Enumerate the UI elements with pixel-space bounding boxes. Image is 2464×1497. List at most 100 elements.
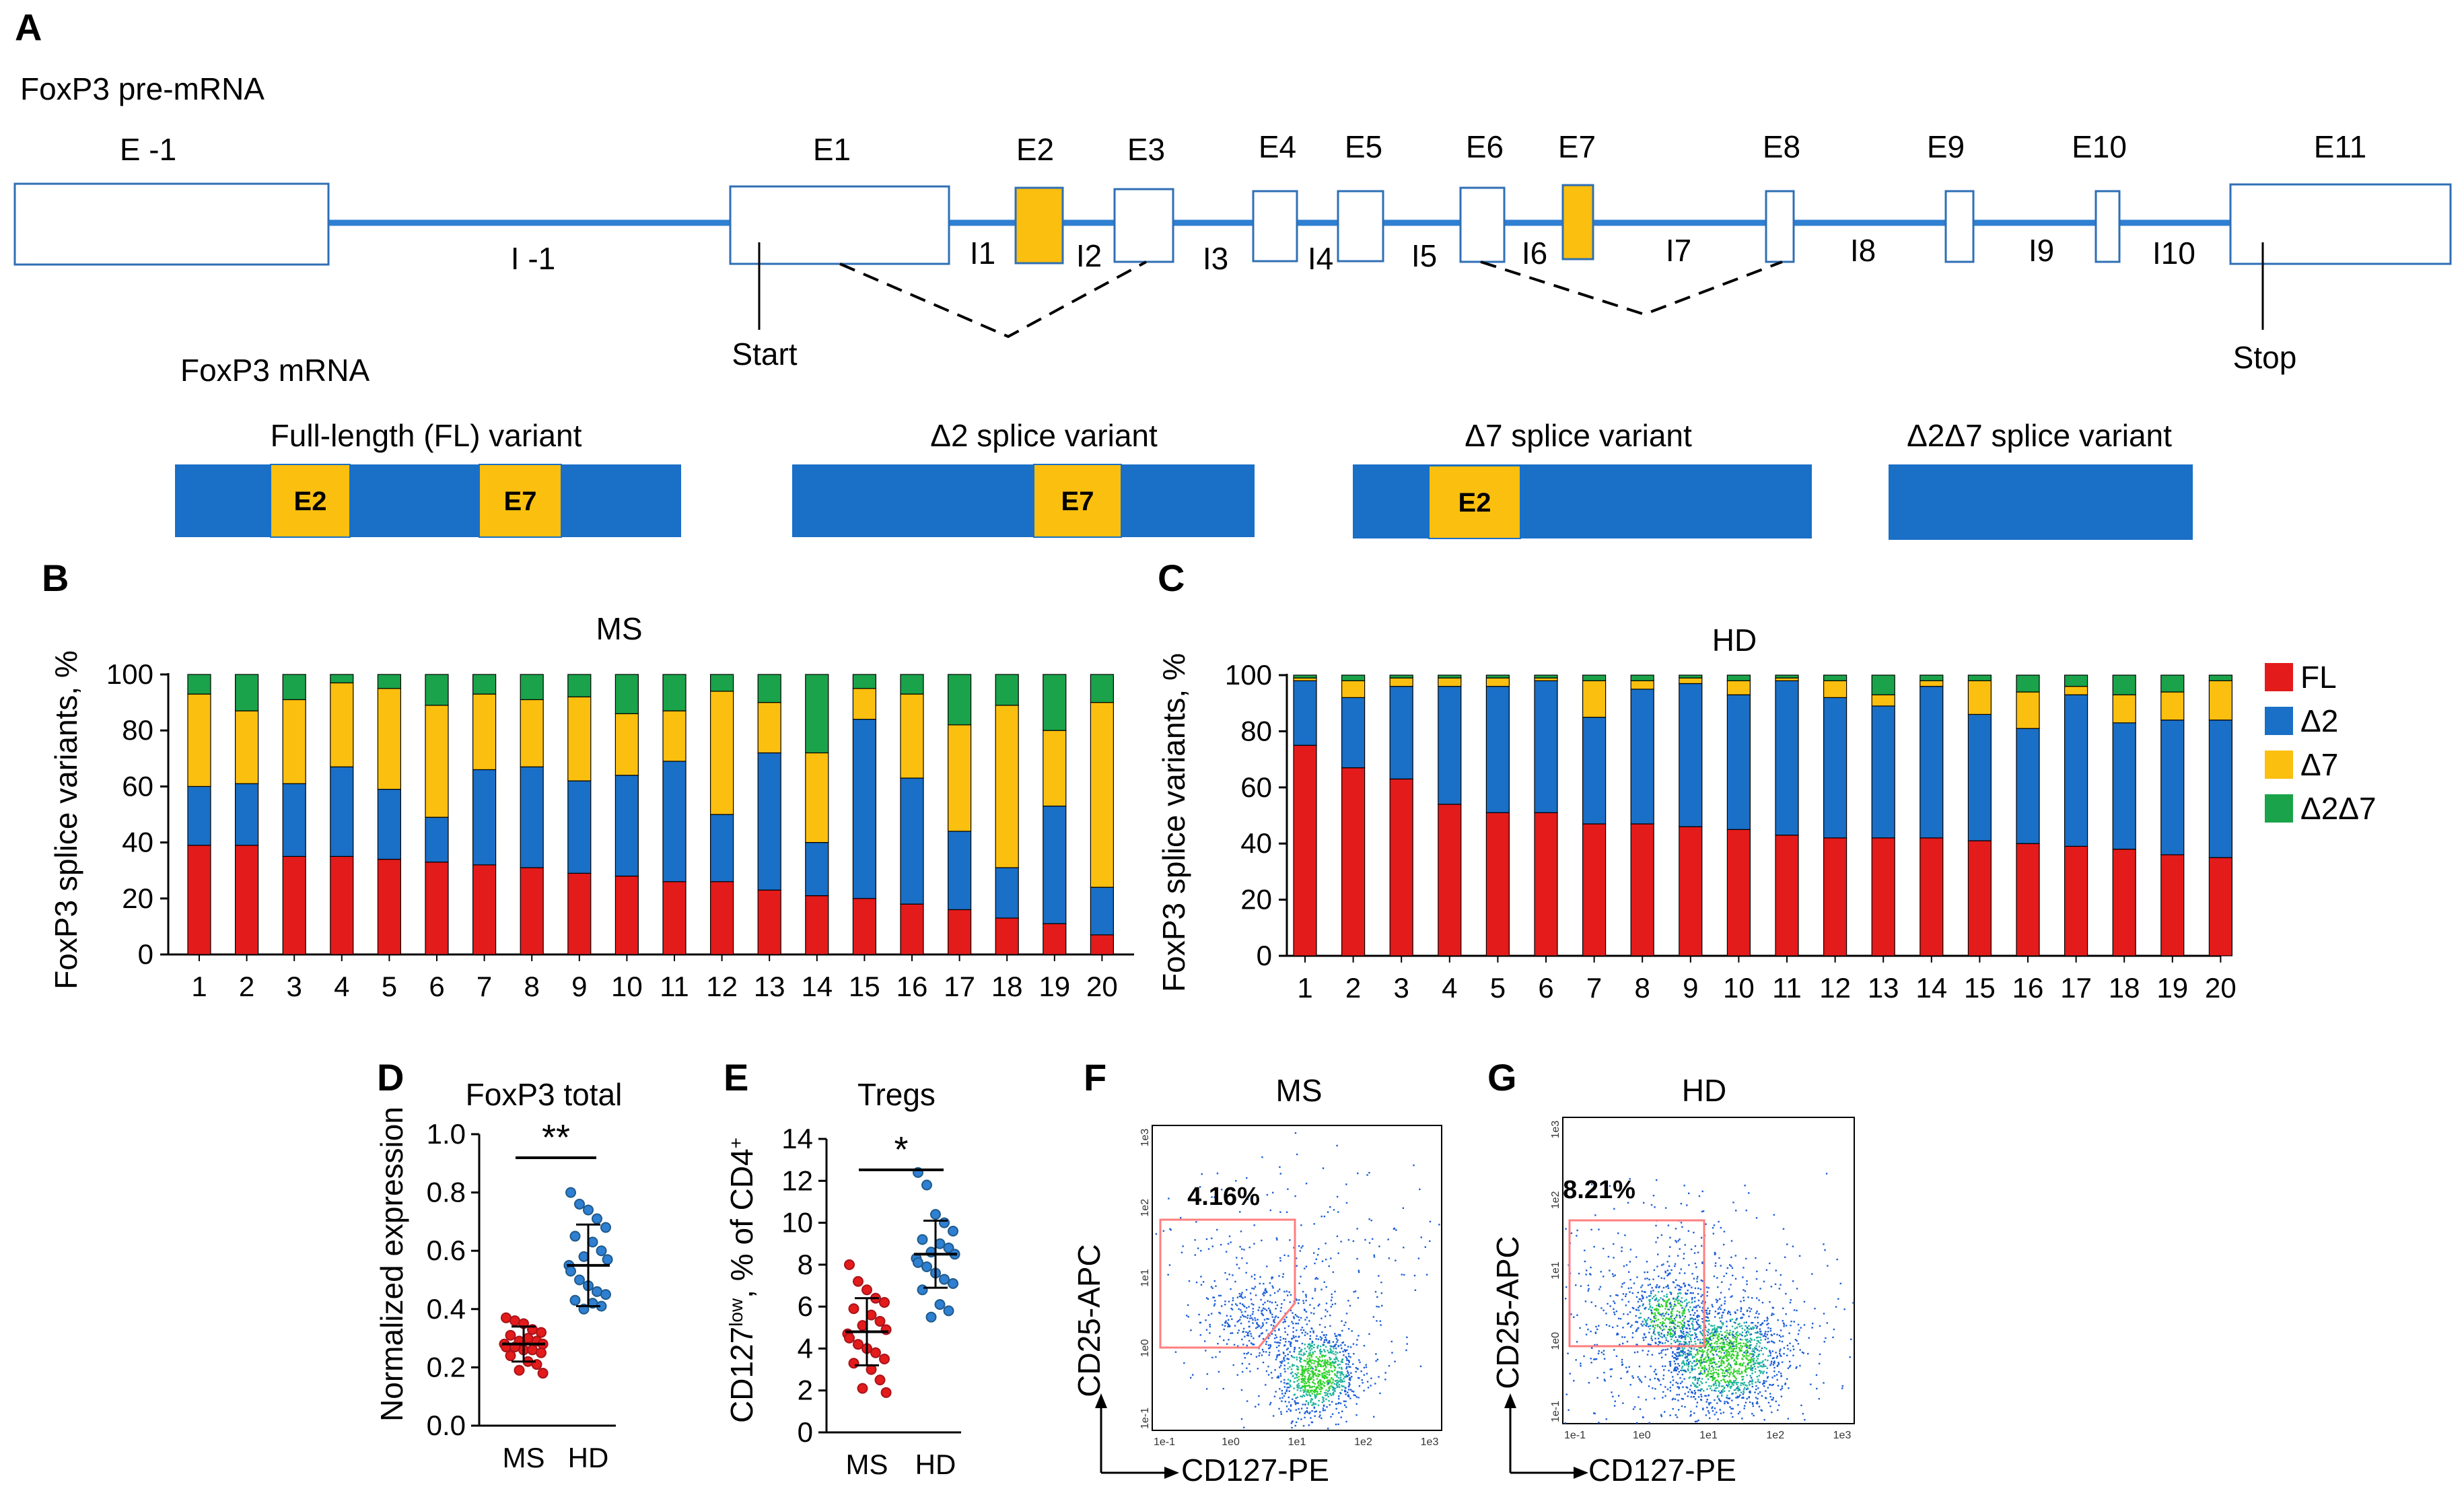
chartC-bar-Δ7 bbox=[1823, 680, 1847, 698]
chartB-bar-Δ2 bbox=[662, 761, 687, 882]
flowF-event-dot bbox=[1311, 1421, 1314, 1424]
flowF-event-dot bbox=[1303, 1395, 1306, 1397]
panel-d-letter: D bbox=[377, 1056, 404, 1099]
flowG-event-dot bbox=[1681, 1297, 1683, 1299]
flowF-event-dot bbox=[1305, 1183, 1308, 1185]
flowG-event-dot bbox=[1683, 1300, 1686, 1302]
flowF-event-dot bbox=[1332, 1392, 1334, 1395]
flowF-event-dot bbox=[1242, 1331, 1244, 1333]
flowG-event-dot bbox=[1757, 1387, 1759, 1389]
flowG-event-dot bbox=[1729, 1406, 1731, 1408]
flowF-event-dot bbox=[1345, 1400, 1347, 1403]
chartC-bar-FL bbox=[1726, 829, 1751, 956]
flowG-event-dot bbox=[1616, 1325, 1619, 1327]
chartD-point-MS bbox=[505, 1350, 516, 1362]
flowG-event-dot bbox=[1726, 1352, 1728, 1354]
flowG-xtick-label: 1e3 bbox=[1833, 1430, 1852, 1441]
flowG-event-dot bbox=[1677, 1358, 1679, 1360]
flowG-event-dot bbox=[1576, 1341, 1578, 1343]
chartC-bar-Δ2 bbox=[1485, 686, 1510, 813]
flowG-event-dot bbox=[1665, 1286, 1667, 1288]
flowF-event-dot bbox=[1348, 1355, 1350, 1358]
flowF-event-dot bbox=[1342, 1342, 1345, 1344]
stop-label: Stop bbox=[2233, 340, 2297, 375]
flowG-event-dot bbox=[1718, 1382, 1721, 1385]
flowG-event-dot bbox=[1754, 1391, 1756, 1393]
flowG-event-dot bbox=[1590, 1358, 1592, 1360]
chartD-point-MS bbox=[501, 1312, 512, 1323]
flowF-event-dot bbox=[1290, 1372, 1292, 1374]
flowF-event-dot bbox=[1328, 1265, 1330, 1267]
flowG-event-dot bbox=[1728, 1362, 1730, 1365]
flowF-event-dot bbox=[1283, 1386, 1286, 1388]
flowF-event-dot bbox=[1276, 1239, 1278, 1241]
flowF-event-dot bbox=[1334, 1374, 1337, 1377]
flowG-event-dot bbox=[1765, 1372, 1768, 1374]
flowG-event-dot bbox=[1699, 1341, 1701, 1344]
flowF-event-dot bbox=[1319, 1382, 1321, 1385]
flowG-event-dot bbox=[1726, 1365, 1728, 1368]
flowG-event-dot bbox=[1730, 1366, 1732, 1368]
flowG-event-dot bbox=[1675, 1228, 1677, 1230]
flowG-event-dot bbox=[1747, 1351, 1749, 1354]
panel-g-xlabel: CD127-PE bbox=[1588, 1453, 1736, 1488]
flowG-event-dot bbox=[1726, 1355, 1728, 1357]
flowG-event-dot bbox=[1753, 1350, 1755, 1352]
flowG-event-dot bbox=[1720, 1327, 1722, 1329]
flowG-event-dot bbox=[1709, 1310, 1711, 1312]
flowG-event-dot bbox=[1653, 1315, 1655, 1318]
flowG-event-dot bbox=[1653, 1296, 1655, 1298]
flowG-event-dot bbox=[1691, 1391, 1693, 1393]
flowF-event-dot bbox=[1292, 1364, 1294, 1366]
flowF-xtick-label: 1e2 bbox=[1354, 1436, 1372, 1448]
flowG-event-dot bbox=[1720, 1304, 1722, 1307]
flowF-event-dot bbox=[1326, 1394, 1328, 1396]
flowF-event-dot bbox=[1318, 1358, 1320, 1360]
flowF-event-dot bbox=[1309, 1304, 1311, 1306]
chartD-ytick-label: 0.2 bbox=[427, 1351, 466, 1383]
flowG-event-dot bbox=[1681, 1307, 1683, 1309]
flowG-event-dot bbox=[1740, 1317, 1742, 1319]
chartC-ytick-label: 20 bbox=[1240, 884, 1272, 915]
flowF-event-dot bbox=[1316, 1393, 1318, 1395]
flowG-event-dot bbox=[1715, 1333, 1717, 1335]
flowG-event-dot bbox=[1727, 1372, 1729, 1374]
chartE-point-HD bbox=[934, 1238, 946, 1249]
flowF-event-dot bbox=[1216, 1173, 1219, 1175]
flowG-event-dot bbox=[1757, 1362, 1759, 1365]
flowG-event-dot bbox=[1657, 1253, 1659, 1255]
flowG-event-dot bbox=[1679, 1377, 1681, 1379]
flowF-event-dot bbox=[1236, 1374, 1238, 1376]
flowF-event-dot bbox=[1244, 1316, 1246, 1318]
flowG-event-dot bbox=[1649, 1379, 1652, 1381]
flowG-event-dot bbox=[1722, 1349, 1725, 1352]
flowF-event-dot bbox=[1343, 1354, 1345, 1356]
flowF-event-dot bbox=[1296, 1374, 1298, 1376]
flowF-event-dot bbox=[1312, 1252, 1315, 1254]
flowG-event-dot bbox=[1750, 1369, 1752, 1371]
flowF-event-dot bbox=[1329, 1385, 1331, 1388]
flowG-event-dot bbox=[1635, 1321, 1638, 1323]
flowF-event-dot bbox=[1298, 1412, 1301, 1414]
flowG-event-dot bbox=[1734, 1312, 1736, 1314]
chartE-ytick-label: 2 bbox=[798, 1374, 813, 1406]
flowF-event-dot bbox=[1313, 1344, 1315, 1346]
flowF-event-dot bbox=[1300, 1381, 1302, 1383]
flowG-event-dot bbox=[1728, 1264, 1731, 1266]
flowG-event-dot bbox=[1699, 1331, 1701, 1333]
flowF-event-dot bbox=[1323, 1341, 1326, 1344]
flowF-event-dot bbox=[1288, 1325, 1290, 1327]
flowF-event-dot bbox=[1294, 1195, 1296, 1197]
flowG-event-dot bbox=[1678, 1386, 1681, 1389]
flowG-event-dot bbox=[1694, 1287, 1697, 1290]
flowF-event-dot bbox=[1337, 1423, 1339, 1426]
flowF-event-dot bbox=[1347, 1395, 1350, 1397]
flowF-event-dot bbox=[1340, 1416, 1342, 1418]
chartC-bar-Δ2Δ7 bbox=[1341, 674, 1366, 681]
flowG-event-dot bbox=[1637, 1292, 1639, 1294]
flowF-event-dot bbox=[1373, 1254, 1375, 1256]
flowG-event-dot bbox=[1746, 1283, 1748, 1286]
flowF-event-dot bbox=[1302, 1425, 1305, 1427]
flowG-event-dot bbox=[1734, 1364, 1736, 1366]
chartD-ytick-label: 0.6 bbox=[427, 1234, 466, 1266]
